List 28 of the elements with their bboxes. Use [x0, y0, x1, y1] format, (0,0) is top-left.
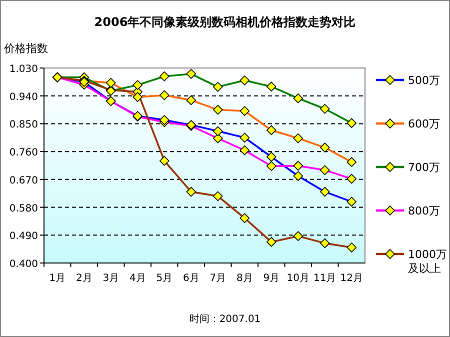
legend-label: 600万 — [408, 118, 440, 130]
x-tick-label: 8月 — [236, 273, 253, 284]
legend-label: 700万 — [408, 161, 440, 174]
x-tick-label: 3月 — [102, 273, 120, 284]
text: 时间：2007.01 — [189, 313, 261, 325]
y-tick-label: 0.760 — [9, 148, 38, 159]
y-tick-label: 0.940 — [9, 92, 38, 103]
x-tick-label: 11月 — [314, 273, 336, 284]
x-tick-label: 2月 — [76, 273, 92, 284]
x-tick-label: 6月 — [182, 273, 200, 284]
y-tick-label: 0.850 — [9, 120, 38, 131]
y-tick-label: 0.490 — [9, 231, 38, 242]
y-tick-label: 0.580 — [9, 203, 38, 214]
legend-label: 800万 — [408, 204, 440, 218]
chart-title: 2006年不同像素级别数码相机价格指数走势对比 — [94, 15, 356, 29]
x-tick-label: 10月 — [286, 273, 310, 284]
y-tick-label: 1.030 — [9, 64, 38, 75]
x-tick-label: 1月 — [49, 273, 66, 284]
x-tick-label: 4月 — [129, 273, 146, 284]
y-tick-label: 0.670 — [9, 175, 38, 186]
legend-label: 500万 — [408, 74, 440, 87]
x-tick-label: 9月 — [263, 273, 280, 284]
x-tick-label: 7月 — [210, 273, 226, 284]
x-tick-label: 5月 — [156, 273, 173, 284]
legend-label: 1000万及以上 — [408, 248, 447, 275]
y-axis-title: 价格指数 — [3, 42, 48, 55]
x-tick-label: 12月 — [340, 273, 363, 284]
y-tick-label: 0.400 — [9, 259, 38, 270]
